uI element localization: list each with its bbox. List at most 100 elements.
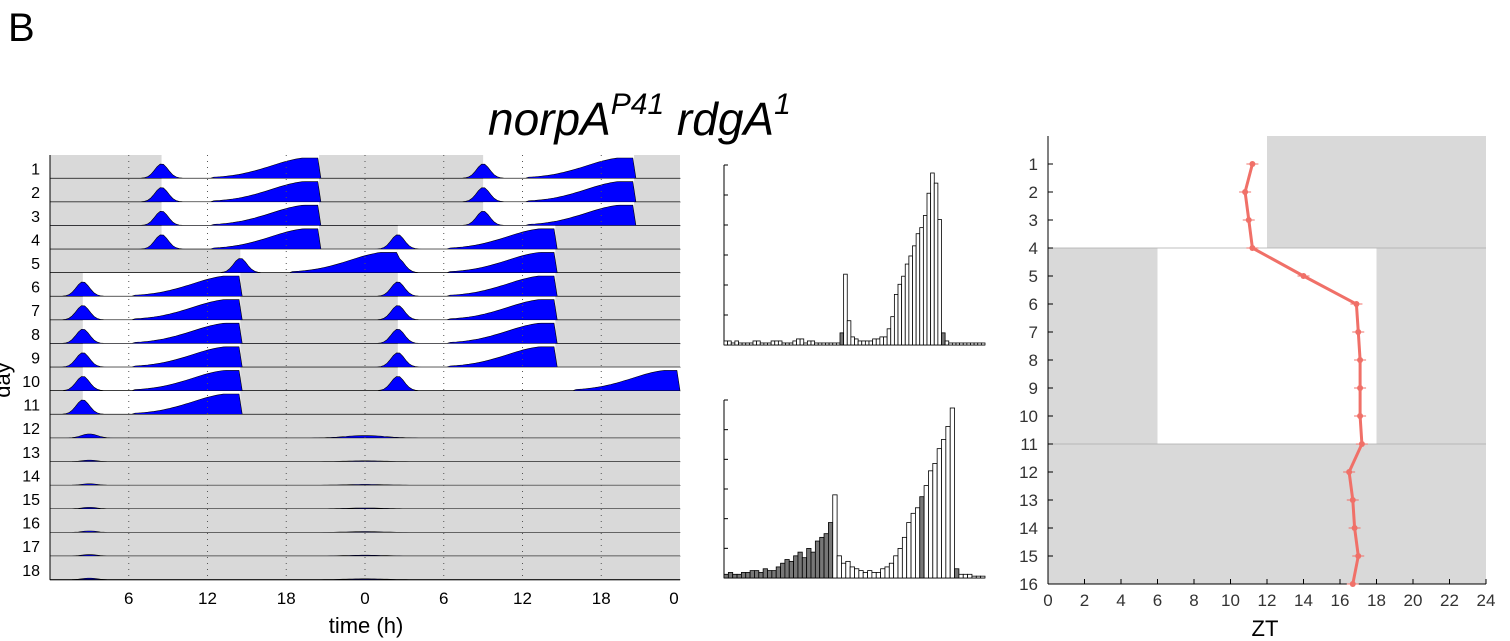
hist-bar — [954, 568, 960, 579]
x-tick-label: 12 — [198, 589, 217, 608]
hist-bar — [864, 340, 870, 346]
x-tick-label: 0 — [360, 589, 369, 608]
hist-bar — [858, 570, 864, 579]
hist-bar — [928, 470, 934, 579]
phase-y-tick-label: 15 — [1019, 547, 1038, 566]
hist-bar — [854, 338, 859, 346]
hist-bar — [785, 342, 790, 346]
hist-bar — [955, 342, 961, 346]
hist-bar — [910, 512, 916, 579]
phase-point — [1300, 273, 1307, 279]
activity-profile-top — [723, 164, 986, 346]
phase-x-tick-label: 20 — [1404, 591, 1423, 610]
hist-bar — [941, 332, 946, 346]
hist-bar — [893, 294, 899, 346]
day-label: 8 — [31, 327, 40, 344]
hist-bar — [926, 192, 932, 346]
hist-bar — [781, 342, 787, 346]
hist-bar — [788, 560, 794, 579]
hist-bar — [944, 340, 950, 346]
hist-bar — [888, 562, 895, 579]
hist-bar — [849, 566, 855, 579]
phase-point — [1357, 357, 1364, 363]
x-tick-label: 0 — [669, 589, 678, 608]
phase-y-tick-label: 1 — [1029, 155, 1038, 174]
phase-point — [1242, 189, 1249, 195]
hist-bar — [951, 342, 957, 346]
hist-bar — [835, 342, 841, 346]
phase-point — [1245, 217, 1252, 223]
x-tick-label: 18 — [277, 589, 296, 608]
phase-dark-band — [1376, 248, 1486, 444]
day-label: 2 — [31, 185, 40, 202]
hist-bar — [839, 332, 845, 346]
title-sup1: P41 — [610, 88, 665, 121]
hist-bar — [949, 407, 955, 579]
hist-bar — [980, 575, 986, 579]
x-tick-label: 12 — [513, 589, 532, 608]
hist-bar — [904, 263, 910, 346]
hist-bar — [825, 342, 830, 346]
phase-point — [1355, 329, 1362, 335]
phase-y-tick-label: 4 — [1029, 239, 1038, 258]
phase-point — [1357, 413, 1364, 419]
hist-bar — [832, 342, 837, 346]
hist-bar — [922, 215, 928, 346]
phase-point — [1349, 497, 1356, 503]
hist-bar — [797, 551, 803, 579]
phase-y-tick-label: 2 — [1029, 183, 1038, 202]
hist-bar — [977, 342, 982, 346]
hist-bar — [973, 342, 979, 346]
hist-bar — [828, 342, 834, 346]
phase-y-tick-label: 12 — [1019, 463, 1038, 482]
hist-bar — [861, 340, 866, 346]
hist-bar — [803, 342, 808, 346]
phase-point — [1349, 581, 1356, 587]
hist-bar — [879, 336, 884, 346]
hist-bar — [857, 340, 863, 346]
hist-bar — [868, 340, 874, 346]
hist-bar — [767, 570, 773, 579]
day-label: 15 — [22, 492, 40, 509]
phase-x-tick-label: 2 — [1080, 591, 1089, 610]
hist-bar — [884, 566, 890, 579]
hist-bar — [788, 342, 794, 346]
hist-bar — [784, 559, 790, 579]
phase-y-tick-label: 11 — [1020, 435, 1038, 454]
hist-bar — [734, 340, 739, 346]
hist-bar — [893, 555, 899, 579]
hist-bar — [959, 342, 964, 346]
title-sup2: 1 — [774, 88, 791, 121]
hist-bar — [792, 340, 797, 346]
hist-bar — [806, 548, 812, 579]
hist-bar — [793, 555, 799, 579]
phase-x-tick-label: 24 — [1477, 591, 1496, 610]
hist-bar — [738, 342, 743, 346]
phase-y-tick-label: 5 — [1029, 267, 1038, 286]
hist-bar — [771, 570, 777, 579]
title-gene2: rdgA — [676, 93, 775, 145]
day-label: 16 — [22, 516, 40, 533]
hist-bar — [763, 342, 768, 346]
phase-point — [1249, 245, 1256, 251]
day-label: 1 — [31, 162, 40, 179]
phase-x-tick-label: 0 — [1043, 591, 1052, 610]
hist-bar — [850, 336, 855, 346]
title-gene1: norpA — [488, 93, 611, 145]
phase-dark-band — [1267, 136, 1486, 248]
phase-dark-band — [1048, 248, 1158, 444]
hist-bar — [745, 572, 751, 579]
hist-bar — [775, 566, 781, 579]
phase-point — [1353, 301, 1360, 307]
hist-bar — [897, 283, 903, 346]
hist-bar — [756, 340, 761, 346]
activity-profile-bottom — [723, 399, 986, 579]
hist-bar — [897, 548, 903, 579]
hist-bar — [796, 338, 801, 346]
hist-bar — [748, 342, 754, 346]
hist-bar — [749, 570, 755, 579]
hist-bar — [799, 338, 805, 346]
day-label: 17 — [22, 539, 40, 556]
phase-point — [1355, 553, 1362, 559]
